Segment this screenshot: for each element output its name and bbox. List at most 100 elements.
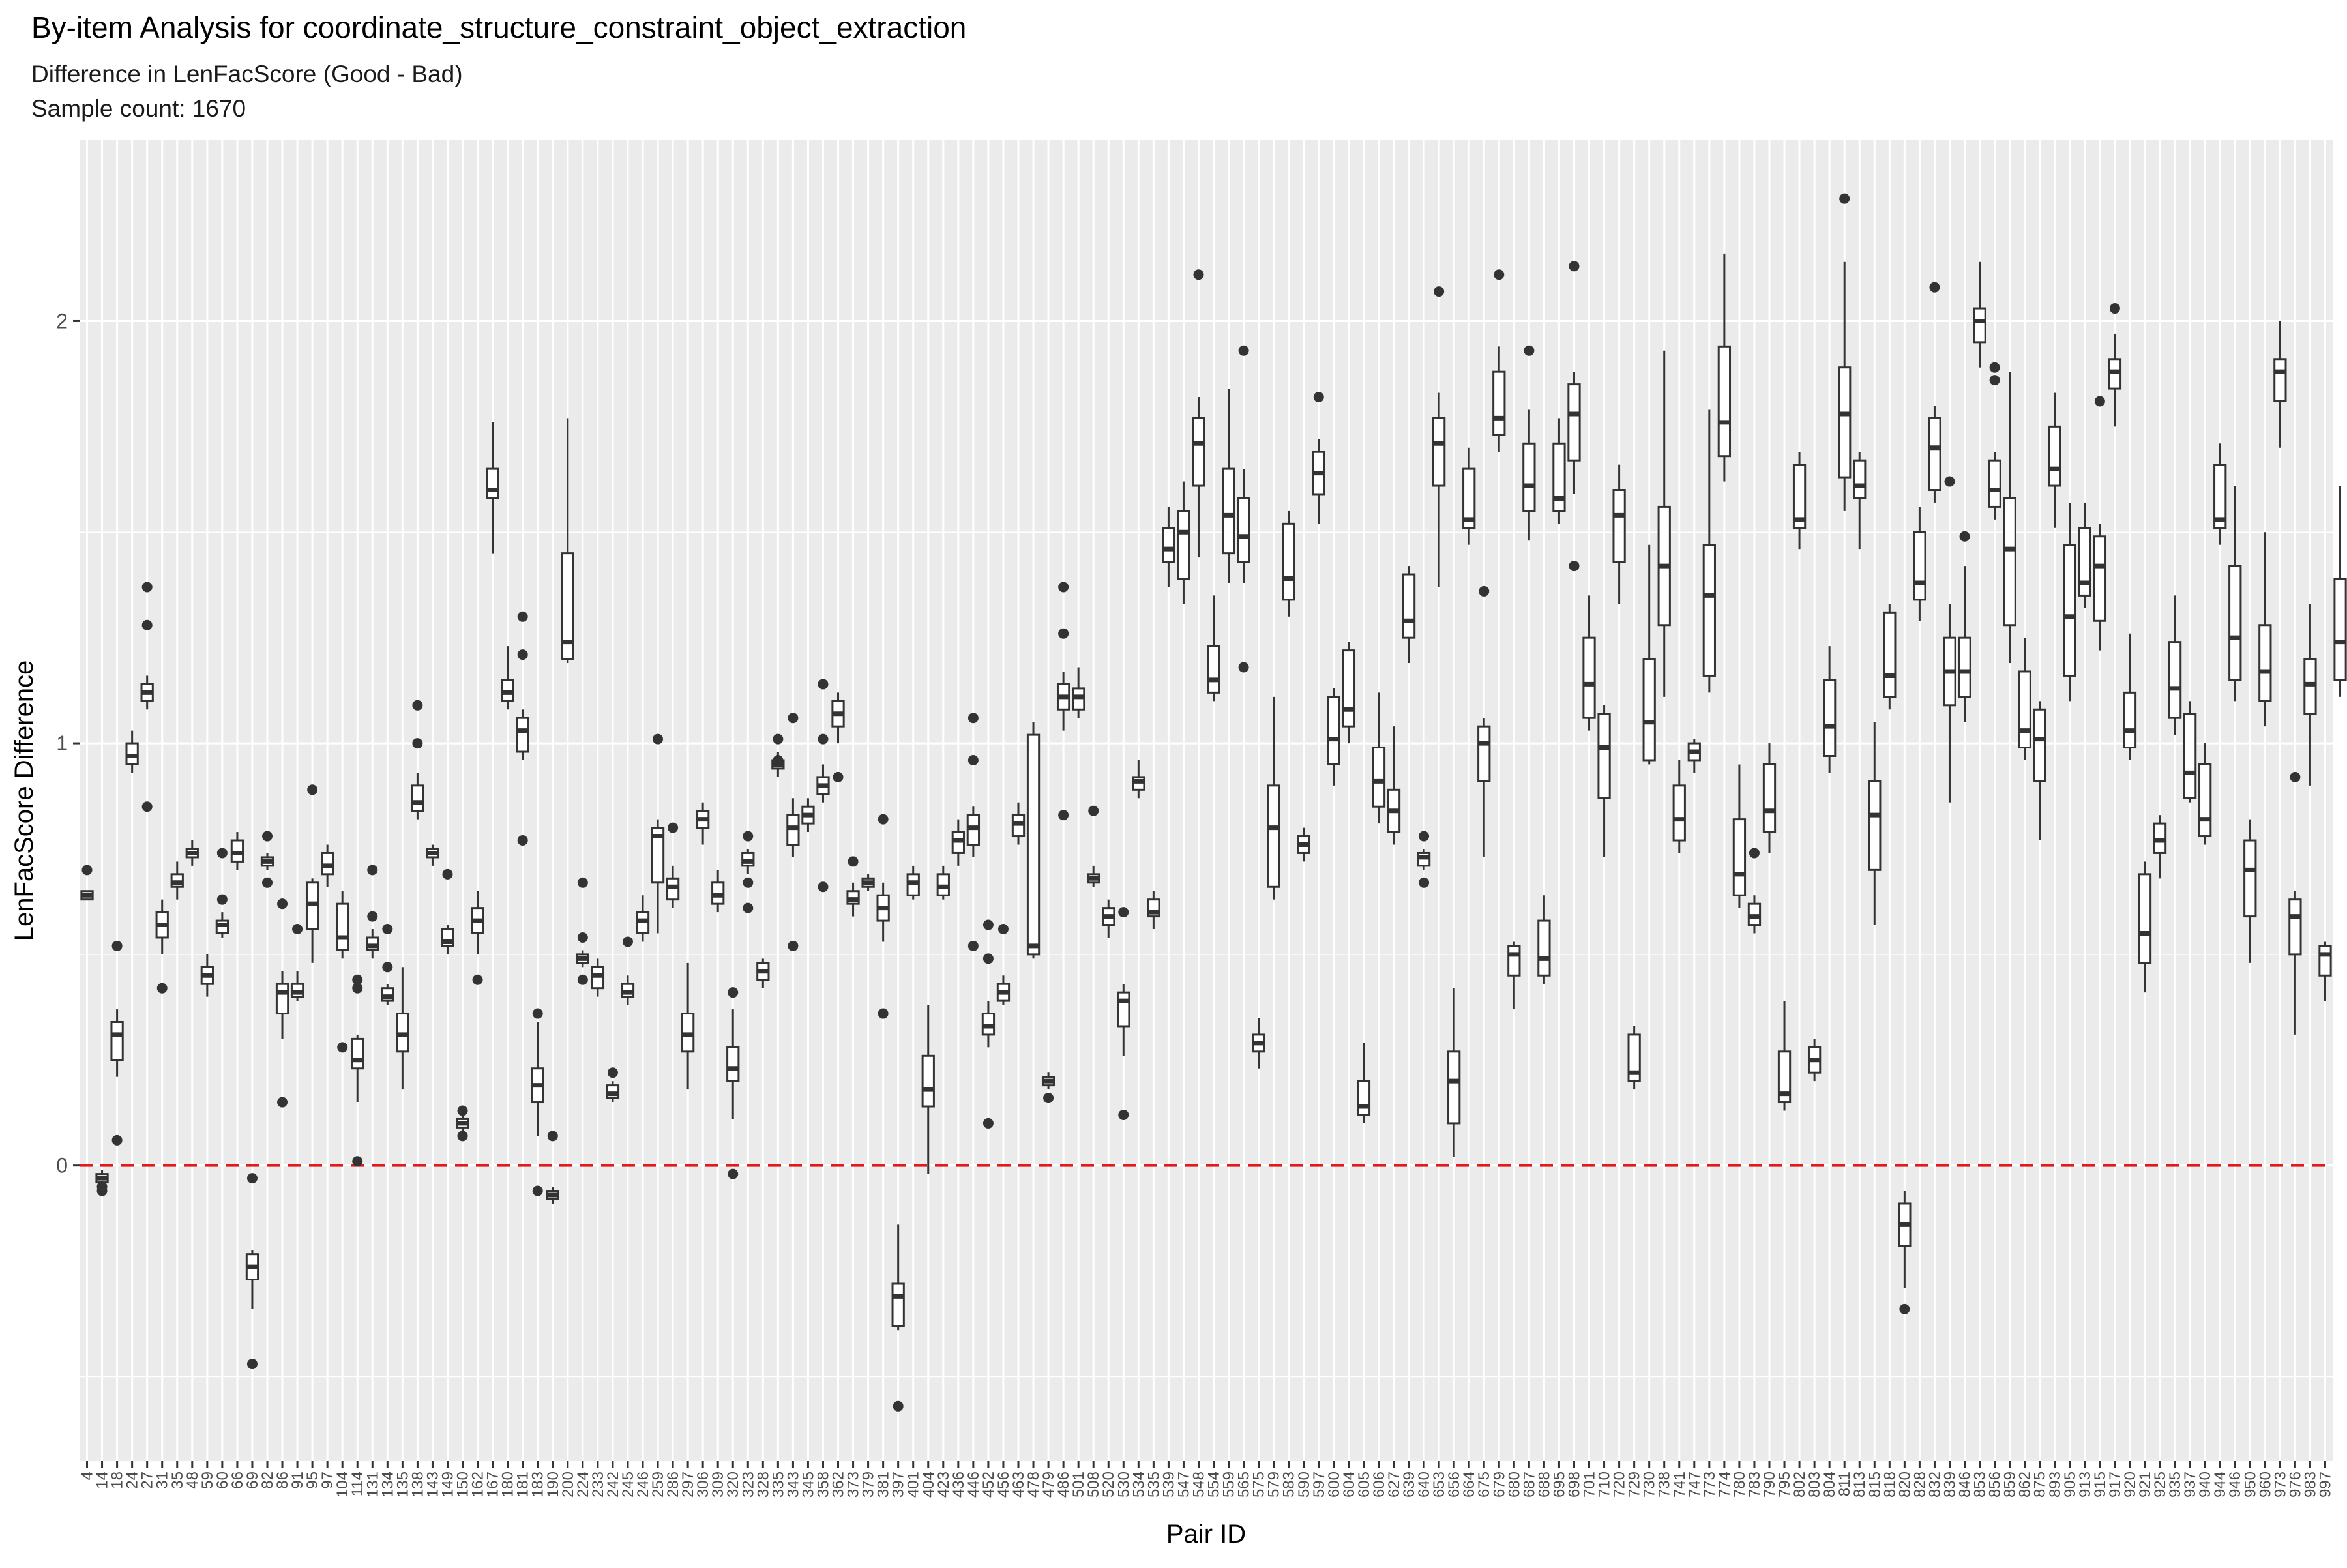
- box-iqr: [1492, 370, 1506, 436]
- box-679: [1492, 269, 1506, 452]
- outlier-point: [653, 733, 664, 745]
- x-tick-label: 190: [544, 1472, 562, 1498]
- box-iqr: [110, 1020, 124, 1061]
- box-iqr: [2183, 713, 2197, 799]
- box-579: [1267, 696, 1280, 900]
- x-tick-label: 24: [124, 1472, 141, 1489]
- x-tick-label: 328: [754, 1472, 772, 1498]
- x-tick-label: 149: [439, 1472, 456, 1498]
- outlier-point: [1569, 261, 1580, 272]
- x-tick-label: 397: [890, 1472, 908, 1498]
- box-iqr: [2213, 464, 2227, 529]
- x-tick-label: 832: [1926, 1472, 1943, 1498]
- outlier-point: [1434, 286, 1445, 297]
- outlier-point: [547, 1131, 558, 1142]
- box-iqr: [1988, 459, 2001, 508]
- outlier-point: [352, 983, 363, 994]
- box-362: [831, 692, 845, 782]
- x-tick-label: 401: [905, 1472, 923, 1498]
- x-tick-label: 701: [1581, 1472, 1599, 1498]
- box-iqr: [2228, 565, 2242, 681]
- x-tick-label: 804: [1821, 1472, 1838, 1498]
- x-tick-label: 245: [619, 1472, 637, 1498]
- x-tick-label: 59: [199, 1472, 216, 1489]
- box-224: [576, 877, 589, 985]
- box-iqr: [275, 983, 289, 1015]
- box-iqr: [1267, 784, 1280, 888]
- x-tick-label: 554: [1205, 1472, 1223, 1498]
- x-tick-label: 688: [1535, 1472, 1553, 1498]
- box-131: [366, 865, 379, 959]
- x-tick-label: 920: [2121, 1472, 2139, 1498]
- x-tick-label: 547: [1175, 1472, 1192, 1498]
- x-tick-label: 795: [1776, 1472, 1793, 1498]
- x-tick-label: 940: [2196, 1472, 2214, 1498]
- outlier-point: [216, 894, 228, 905]
- chart-caption: Sample count: 1670: [31, 95, 246, 122]
- x-tick-label: 640: [1415, 1472, 1433, 1498]
- outlier-point: [743, 831, 754, 842]
- box-iqr: [1402, 573, 1416, 639]
- outlier-point: [607, 1067, 618, 1078]
- box-69: [245, 1173, 259, 1370]
- x-tick-label: 773: [1701, 1472, 1719, 1498]
- y-axis-label: LenFacScore Difference: [10, 660, 38, 941]
- x-tick-label: 539: [1160, 1472, 1177, 1498]
- box-35: [170, 861, 184, 900]
- x-tick-label: 138: [409, 1472, 426, 1498]
- outlier-point: [1839, 193, 1850, 204]
- box-535: [1147, 891, 1160, 930]
- outlier-point: [728, 987, 739, 998]
- x-tick-label: 720: [1611, 1472, 1629, 1498]
- box-181: [516, 611, 529, 846]
- x-tick-label: 456: [995, 1472, 1012, 1498]
- box-320: [726, 987, 740, 1179]
- box-920: [2123, 633, 2137, 760]
- x-tick-label: 811: [1836, 1472, 1853, 1496]
- outlier-point: [517, 611, 528, 622]
- x-tick-label: 675: [1475, 1472, 1493, 1498]
- box-606: [1372, 692, 1386, 824]
- box-iqr: [516, 717, 529, 753]
- box-iqr: [336, 902, 349, 951]
- box-59: [200, 954, 214, 997]
- box-698: [1567, 261, 1581, 572]
- x-tick-label: 95: [304, 1472, 321, 1489]
- x-tick-label: 48: [184, 1472, 201, 1489]
- box-iqr: [726, 1046, 740, 1082]
- box-846: [1958, 531, 1971, 722]
- outlier-point: [818, 881, 829, 893]
- x-tick-label: 423: [935, 1472, 952, 1498]
- x-tick-label: 534: [1130, 1472, 1147, 1498]
- outlier-point: [878, 1008, 889, 1019]
- x-tick-label: 839: [1941, 1472, 1958, 1498]
- outlier-point: [216, 848, 228, 859]
- box-802: [1792, 452, 1807, 550]
- outlier-point: [246, 1173, 258, 1184]
- box-818: [1883, 604, 1897, 710]
- x-tick-label: 983: [2301, 1472, 2319, 1498]
- box-688: [1537, 895, 1551, 984]
- box-604: [1342, 642, 1356, 744]
- box-iqr: [1838, 366, 1852, 479]
- y-tick-label: 1: [56, 732, 68, 755]
- box-iqr: [1582, 636, 1596, 719]
- x-tick-label: 687: [1520, 1472, 1538, 1498]
- box-iqr: [1642, 658, 1656, 762]
- box-520: [1102, 899, 1115, 938]
- x-tick-label: 114: [349, 1472, 366, 1496]
- x-tick-label: 436: [950, 1472, 967, 1498]
- box-960: [2258, 532, 2272, 727]
- box-iqr: [1237, 497, 1250, 563]
- box-675: [1477, 585, 1491, 857]
- box-780: [1732, 764, 1747, 908]
- box-iqr: [1342, 649, 1356, 728]
- box-983: [2303, 604, 2317, 786]
- box-66: [230, 832, 244, 870]
- box-741: [1672, 760, 1686, 853]
- box-937: [2183, 701, 2197, 803]
- box-783: [1747, 848, 1762, 934]
- box-832: [1928, 282, 1941, 503]
- outlier-point: [1313, 392, 1324, 403]
- box-iqr: [1627, 1033, 1641, 1082]
